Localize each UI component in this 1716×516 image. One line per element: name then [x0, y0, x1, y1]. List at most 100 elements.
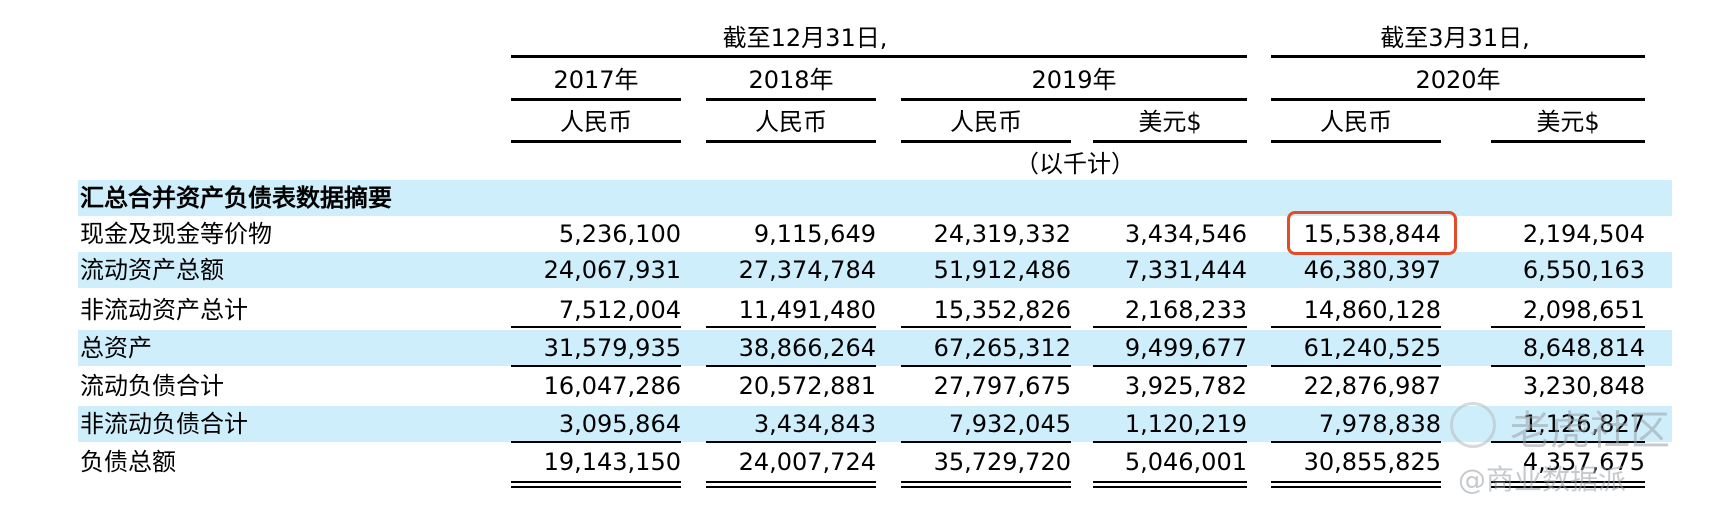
unit-note: （以千计）: [1015, 150, 1135, 178]
liab-rule-3: [901, 441, 1071, 443]
currency-header-4: 美元$: [1138, 108, 1202, 136]
year-rule-2017: [511, 98, 681, 101]
subtotal-rule-1: [511, 326, 681, 328]
final-rule-top-5: [1271, 481, 1441, 483]
currency-rule-6: [1491, 140, 1645, 143]
cell-r1-c5: 46,380,397: [1303, 256, 1441, 284]
cell-r2-c2: 11,491,480: [738, 296, 876, 324]
currency-rule-2: [706, 140, 876, 143]
cell-r2-c4: 2,168,233: [1124, 296, 1247, 324]
cell-r3-c2: 38,866,264: [738, 334, 876, 362]
cell-r3-c5: 61,240,525: [1303, 334, 1441, 362]
final-rule-top-2: [706, 481, 876, 483]
row-label-noncurrent-assets: 非流动资产总计: [80, 296, 248, 324]
subtotal-rule-2: [706, 326, 876, 328]
row-band-2: [78, 252, 1672, 288]
currency-header-3: 人民币: [950, 108, 1022, 136]
subtotal-rule-4: [1093, 326, 1247, 328]
cell-r4-c2: 20,572,881: [738, 372, 876, 400]
year-header-2018: 2018年: [748, 66, 834, 94]
cell-r5-c6: 1,126,827: [1522, 410, 1645, 438]
liab-rule-5: [1271, 441, 1441, 443]
final-rule-bottom-4: [1093, 486, 1247, 488]
cell-r0-c4: 3,434,546: [1124, 220, 1247, 248]
year-rule-2019: [901, 98, 1247, 101]
total-assets-rule-4: [1093, 365, 1247, 367]
currency-rule-5: [1271, 140, 1441, 143]
row-label-total-assets: 总资产: [80, 334, 152, 362]
cell-r3-c3: 67,265,312: [933, 334, 1071, 362]
year-header-2017: 2017年: [553, 66, 639, 94]
cell-r6-c6: 4,357,675: [1522, 448, 1645, 476]
year-header-2019: 2019年: [1031, 66, 1117, 94]
cell-r1-c3: 51,912,486: [933, 256, 1071, 284]
cell-r0-c6: 2,194,504: [1522, 220, 1645, 248]
currency-header-6: 美元$: [1536, 108, 1600, 136]
cell-r1-c2: 27,374,784: [738, 256, 876, 284]
cell-r1-c6: 6,550,163: [1522, 256, 1645, 284]
currency-header-5: 人民币: [1320, 108, 1392, 136]
final-rule-bottom-1: [511, 486, 681, 488]
highlight-box: [1287, 211, 1457, 255]
row-band-6: [78, 406, 1672, 442]
cell-r6-c4: 5,046,001: [1124, 448, 1247, 476]
total-assets-rule-6: [1491, 365, 1645, 367]
cell-r6-c5: 30,855,825: [1303, 448, 1441, 476]
cell-r5-c3: 7,932,045: [948, 410, 1071, 438]
total-assets-rule-5: [1271, 365, 1441, 367]
period-rule-mar31: [1271, 55, 1645, 58]
cell-r2-c3: 15,352,826: [933, 296, 1071, 324]
row-label-cash: 现金及现金等价物: [80, 220, 272, 248]
final-rule-bottom-2: [706, 486, 876, 488]
liab-rule-4: [1093, 441, 1247, 443]
period-header-mar31: 截至3月31日,: [1380, 24, 1530, 52]
subtotal-rule-3: [901, 326, 1071, 328]
total-assets-rule-3: [901, 365, 1071, 367]
cell-r5-c4: 1,120,219: [1124, 410, 1247, 438]
cell-r0-c2: 9,115,649: [753, 220, 876, 248]
year-rule-2018: [706, 98, 876, 101]
subtotal-rule-5: [1271, 326, 1441, 328]
cell-r2-c5: 14,860,128: [1303, 296, 1441, 324]
period-header-dec31: 截至12月31日,: [722, 24, 888, 52]
total-assets-rule-2: [706, 365, 876, 367]
cell-r3-c1: 31,579,935: [543, 334, 681, 362]
cell-r4-c1: 16,047,286: [543, 372, 681, 400]
cell-r2-c6: 2,098,651: [1522, 296, 1645, 324]
cell-r6-c2: 24,007,724: [738, 448, 876, 476]
cell-r3-c4: 9,499,677: [1124, 334, 1247, 362]
section-title: 汇总合并资产负债表数据摘要: [80, 184, 392, 212]
cell-r0-c3: 24,319,332: [933, 220, 1071, 248]
year-header-2020: 2020年: [1415, 66, 1501, 94]
period-rule-dec31: [511, 55, 1247, 58]
final-rule-top-3: [901, 481, 1071, 483]
cell-r2-c1: 7,512,004: [558, 296, 681, 324]
currency-rule-4: [1093, 140, 1247, 143]
cell-r5-c2: 3,434,843: [753, 410, 876, 438]
subtotal-rule-6: [1491, 326, 1645, 328]
final-rule-bottom-5: [1271, 486, 1441, 488]
currency-header-1: 人民币: [560, 108, 632, 136]
row-label-current-liabilities: 流动负债合计: [80, 372, 224, 400]
currency-rule-3: [901, 140, 1071, 143]
cell-r0-c1: 5,236,100: [558, 220, 681, 248]
cell-r4-c3: 27,797,675: [933, 372, 1071, 400]
row-label-noncurrent-liabilities: 非流动负债合计: [80, 410, 248, 438]
currency-rule-1: [511, 140, 681, 143]
row-band-section: [78, 180, 1672, 216]
cell-r6-c1: 19,143,150: [543, 448, 681, 476]
year-rule-2020: [1271, 98, 1645, 101]
final-rule-bottom-6: [1491, 486, 1645, 488]
row-label-current-assets: 流动资产总额: [80, 256, 224, 284]
cell-r6-c3: 35,729,720: [933, 448, 1071, 476]
currency-header-2: 人民币: [755, 108, 827, 136]
final-rule-top-6: [1491, 481, 1645, 483]
row-band-4: [78, 330, 1672, 366]
cell-r5-c1: 3,095,864: [558, 410, 681, 438]
cell-r1-c1: 24,067,931: [543, 256, 681, 284]
liab-rule-6: [1491, 441, 1645, 443]
cell-r5-c5: 7,978,838: [1318, 410, 1441, 438]
total-assets-rule-1: [511, 365, 681, 367]
final-rule-top-1: [511, 481, 681, 483]
